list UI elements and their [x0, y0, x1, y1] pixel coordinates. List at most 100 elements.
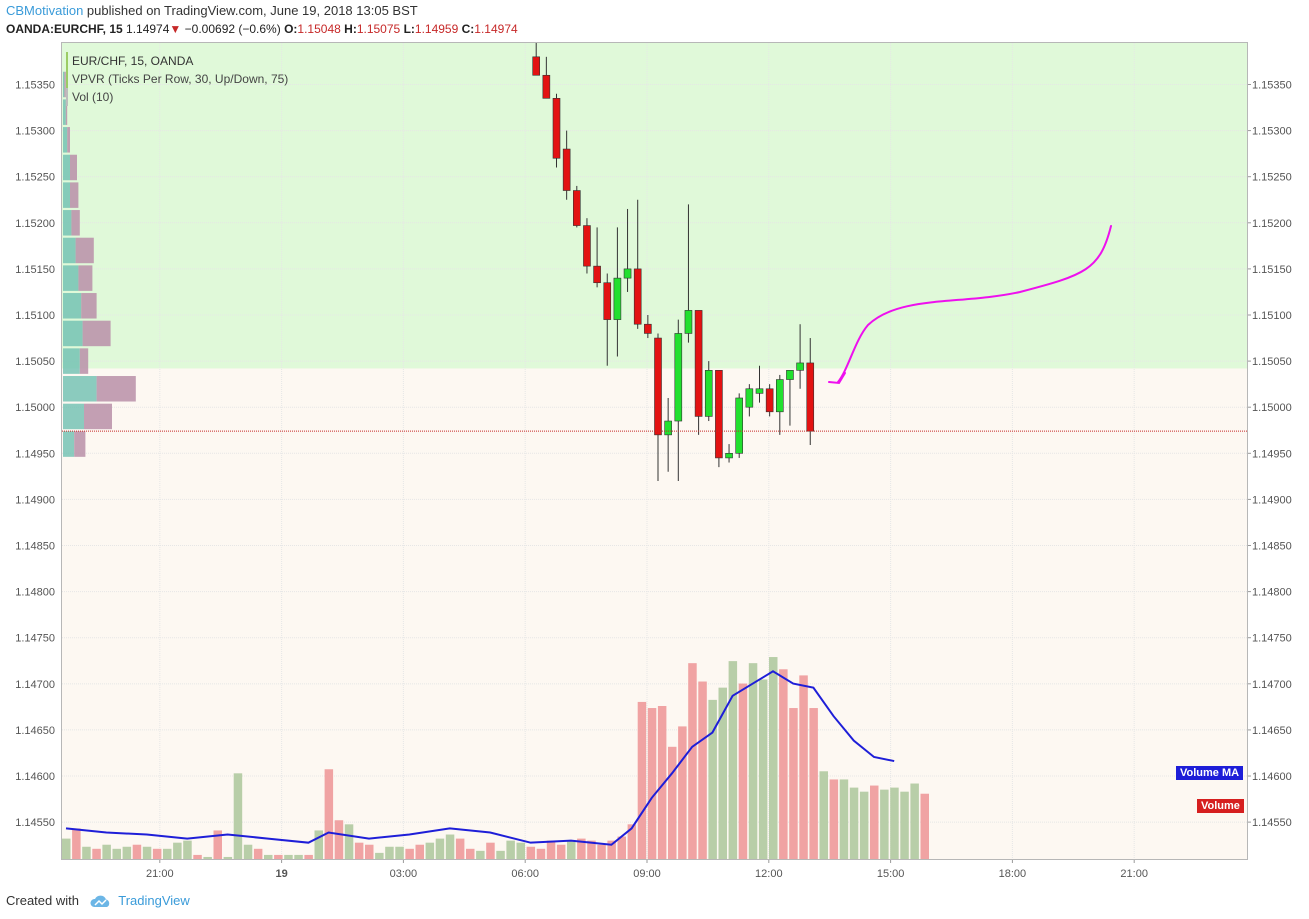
volume-bar [163, 848, 172, 859]
volume-bar [314, 830, 323, 859]
annotation-arrowhead [828, 372, 846, 385]
volume-bar [546, 840, 556, 859]
candle-body [745, 388, 754, 408]
volume-bar [819, 771, 828, 859]
volume-bar [365, 844, 374, 859]
candle-body [684, 310, 693, 334]
volume-bar [577, 838, 586, 859]
volume-bar [829, 779, 839, 859]
vp-up-bar [63, 182, 70, 208]
y-tick-label-left: 1.15150 [15, 264, 55, 276]
vp-up-bar [63, 71, 65, 98]
vp-up-bar [63, 320, 83, 347]
volume-bar [132, 844, 142, 859]
volume-bar [859, 791, 869, 859]
volume-bar [758, 679, 768, 859]
vp-down-bar [82, 320, 111, 347]
tradingview-brand-link[interactable]: TradingView [118, 893, 190, 908]
y-tick-label-right: 1.15050 [1252, 356, 1292, 368]
y-tick-label-left: 1.15050 [15, 356, 55, 368]
vp-up-bar [63, 293, 82, 319]
candle-body [796, 362, 804, 371]
vp-up-bar [63, 99, 66, 125]
volume-bar [223, 856, 233, 859]
volume-bar [536, 848, 546, 859]
y-tick-label-right: 1.15100 [1252, 310, 1292, 322]
legend-vpvr-label: VPVR (Ticks Per Row, 30, Up/Down, 75) [72, 72, 289, 86]
legend-vpvr[interactable]: VPVR (Ticks Per Row, 30, Up/Down, 75) [66, 70, 288, 88]
legend-vol[interactable]: Vol (10) [66, 88, 288, 106]
volume-bar [375, 852, 384, 859]
annotation-arrow [837, 225, 1112, 383]
volume-bar [839, 779, 849, 859]
volume-bar [354, 842, 364, 859]
vp-down-bar [67, 127, 70, 153]
vp-up-bar [63, 376, 97, 402]
volume-bar [142, 846, 152, 859]
vp-up-bar [63, 210, 72, 236]
candle-body [775, 379, 784, 413]
volume-bar [920, 793, 929, 859]
volume-bar [173, 842, 182, 859]
y-tick-label-right: 1.14850 [1252, 541, 1292, 553]
candle-body [694, 310, 703, 417]
candle-body [542, 74, 551, 99]
volume-bar [607, 840, 616, 859]
volume-bar [466, 848, 475, 859]
volume-bar [890, 787, 899, 859]
x-tick-label: 06:00 [511, 868, 539, 880]
volume-bar [688, 663, 697, 859]
volume-bar [385, 846, 394, 859]
y-tick-label-right: 1.14650 [1252, 725, 1292, 737]
volume-bar [587, 840, 596, 859]
tradingview-cloud-icon [90, 895, 109, 908]
price-change: −0.00692 (−0.6%) [184, 22, 281, 36]
volume-bar [455, 838, 465, 859]
vp-down-bar [75, 237, 94, 264]
volume-bar [405, 848, 414, 859]
author-link[interactable]: CBMotivation [6, 3, 84, 18]
volume-bar [799, 675, 808, 859]
symbol-info-line: OANDA:EURCHF, 15 1.14974▼ −0.00692 (−0.6… [6, 22, 518, 36]
volume-bar [203, 856, 212, 859]
volume-bar [334, 820, 344, 859]
candle-body [654, 337, 662, 436]
open-label: O: [284, 22, 298, 36]
legend-main[interactable]: EUR/CHF, 15, OANDA [66, 52, 288, 70]
volume-bar [72, 828, 81, 859]
y-tick-label-right: 1.14800 [1252, 587, 1292, 599]
volume-bar [284, 854, 293, 859]
volume-bar [708, 699, 717, 859]
symbol-name: OANDA:EURCHF, 15 [6, 22, 123, 36]
volume-tag: Volume [1197, 799, 1244, 813]
volume-bar [698, 681, 707, 859]
y-tick-label-right: 1.15350 [1252, 79, 1292, 91]
volume-bar [567, 840, 576, 859]
volume-bar [243, 844, 253, 859]
volume-bar [668, 746, 677, 859]
vp-down-bar [78, 265, 93, 291]
legend-vol-label: Vol (10) [72, 90, 114, 104]
y-tick-label-left: 1.14550 [15, 817, 55, 829]
volume-bar [445, 834, 455, 859]
plot-area [62, 43, 1247, 859]
legend-main-label: EUR/CHF, 15, OANDA [72, 54, 194, 68]
high-label: H: [344, 22, 357, 36]
volume-bar [82, 846, 91, 859]
vp-up-bar [63, 348, 80, 374]
volume-bar [213, 830, 222, 859]
down-arrow-icon: ▼ [169, 22, 182, 36]
y-tick-label-left: 1.15350 [15, 79, 55, 91]
y-tick-label-right: 1.14700 [1252, 679, 1292, 691]
y-tick-label-right: 1.14550 [1252, 817, 1292, 829]
x-tick-label: 21:00 [146, 868, 174, 880]
volume-bar [183, 840, 192, 859]
footer: Created with TradingView [6, 893, 190, 908]
y-tick-label-left: 1.14600 [15, 771, 55, 783]
volume-bar [274, 854, 283, 859]
volume-bar [62, 838, 71, 859]
candle-body [603, 282, 612, 320]
volume-bar [900, 791, 909, 859]
candle-body [572, 190, 581, 226]
